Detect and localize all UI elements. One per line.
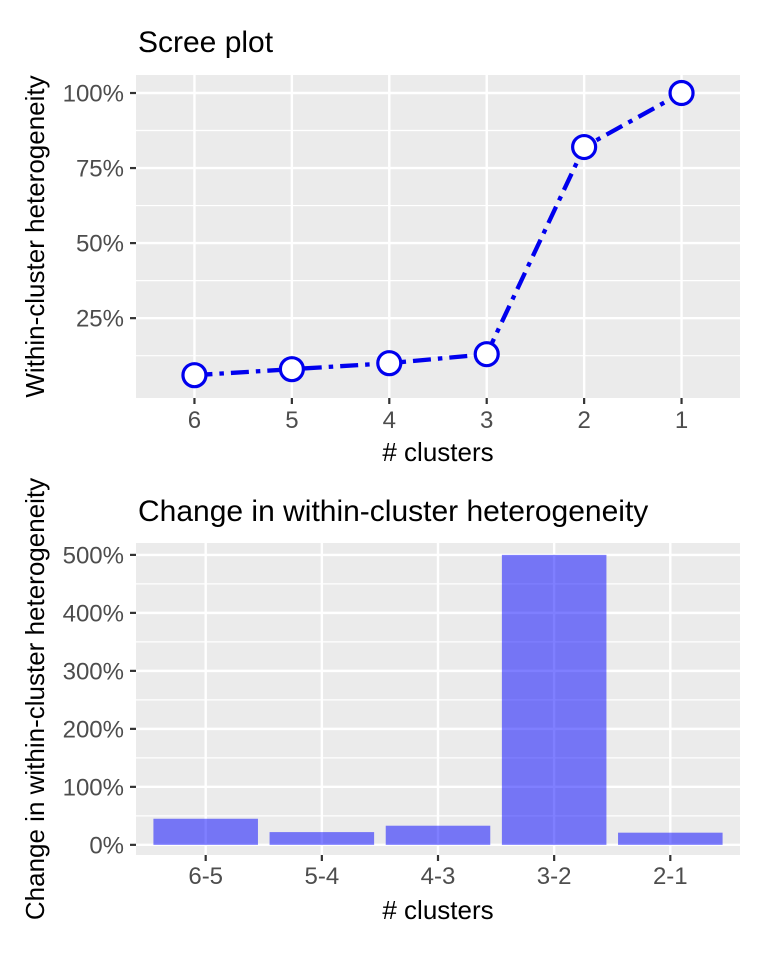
change-chart-title: Change in within-cluster heterogeneity <box>138 495 648 528</box>
change-chart-y-axis-title: Change in within-cluster heterogeneity <box>20 478 50 920</box>
x-tick-label: 6 <box>188 407 201 434</box>
data-point-6 <box>181 362 208 389</box>
y-tick-label: 100% <box>63 81 124 108</box>
x-tick-label: 5 <box>285 407 298 434</box>
x-tick-label: 3-2 <box>537 863 572 890</box>
scree-plot-title: Scree plot <box>138 26 274 59</box>
change-bar-chart: 0% 100% 200% 300% 400% 500% 6-5 5-4 4-3 3-2 2-1 <box>63 542 740 890</box>
bar-2-1 <box>618 832 723 845</box>
change-chart-x-axis-title: # clusters <box>382 895 493 925</box>
y-tick-label: 0% <box>89 832 124 859</box>
x-tick-label: 1 <box>675 407 688 434</box>
bar-5-4 <box>269 832 375 845</box>
scree-plot-x-axis-title: # clusters <box>382 437 493 467</box>
y-tick-label: 200% <box>63 716 124 743</box>
data-point-3 <box>473 341 500 368</box>
x-tick-label: 3 <box>480 407 493 434</box>
y-tick-label: 50% <box>76 231 124 258</box>
data-point-4 <box>376 350 403 377</box>
bar-4-3 <box>385 825 491 845</box>
y-tick-label: 100% <box>63 774 124 801</box>
scree-plot-chart: 25% 50% 75% 100% 6 5 4 3 2 1 <box>63 75 740 434</box>
x-tick-label: 2 <box>577 407 590 434</box>
scree-line <box>194 91 683 378</box>
data-point-2 <box>571 133 598 161</box>
x-tick-label: 4-3 <box>421 863 456 890</box>
bar-6-5 <box>153 818 258 845</box>
x-tick-label: 2-1 <box>653 863 688 890</box>
bar-3-2 <box>501 554 607 845</box>
x-tick-label: 6-5 <box>188 863 223 890</box>
y-tick-label: 75% <box>76 156 124 183</box>
y-tick-label: 25% <box>76 306 124 333</box>
y-tick-label: 400% <box>63 600 124 627</box>
x-tick-label: 4 <box>383 407 396 434</box>
x-tick-label: 5-4 <box>305 863 340 890</box>
data-point-1 <box>668 79 695 107</box>
y-tick-label: 500% <box>63 542 124 569</box>
data-point-5 <box>278 356 305 383</box>
panel-background <box>136 75 740 398</box>
y-tick-label: 300% <box>63 658 124 685</box>
scree-plot-y-axis-title: Within-cluster heterogeneity <box>20 75 50 397</box>
